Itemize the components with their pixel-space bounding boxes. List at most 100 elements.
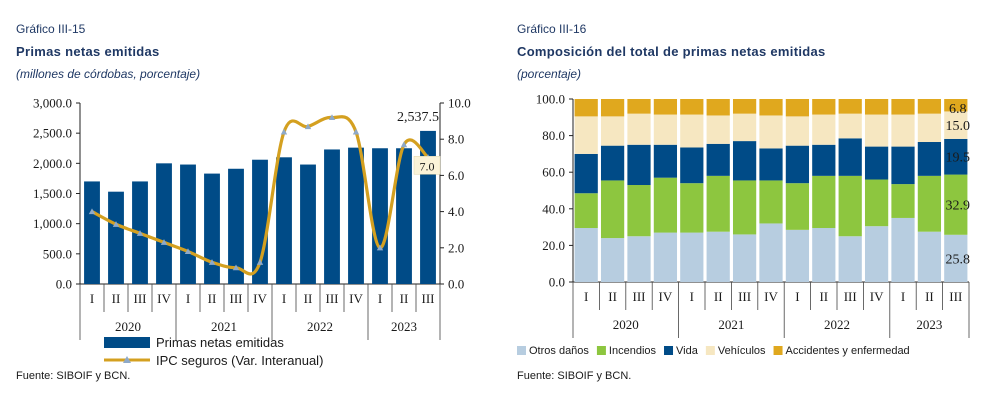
x-year-label: 2021 (718, 317, 744, 332)
line-marker (352, 128, 360, 135)
stacked-bar-segment (574, 116, 598, 154)
x-tick-label: III (844, 289, 857, 304)
x-tick-label: II (608, 289, 617, 304)
chart-title: Composición del total de primas netas em… (517, 44, 826, 59)
stacked-bar-segment (706, 99, 730, 116)
legend-label: Incendios (609, 345, 657, 357)
x-year-label: 2021 (211, 319, 237, 334)
line-data-label: 7.0 (420, 159, 435, 173)
chart-svg-left: 0.0 500.0 1,000.0 1,500.0 2,000.0 2,500.0 3,00… (33, 96, 471, 369)
y-tick-label: 0.0 (549, 275, 565, 290)
stacked-bar-segment (917, 231, 942, 282)
line-marker (280, 128, 288, 135)
stacked-bar-segment (653, 99, 678, 115)
stacked-bar-segment (812, 114, 836, 145)
stacked-bar-segment (785, 99, 810, 117)
x-tick-label: I (186, 291, 190, 306)
stacked-bar-segment (759, 115, 783, 149)
stacked-bar-segment (812, 144, 836, 176)
stacked-bar-segment (917, 175, 942, 232)
y-tick-label-right: 8.0 (448, 132, 464, 147)
x-tick-label: III (738, 289, 751, 304)
stacked-bar-segment (627, 236, 651, 282)
legend-swatch (705, 346, 715, 355)
legend-label: IPC seguros (Var. Interanual) (156, 353, 323, 368)
stacked-bar-segment (627, 185, 651, 237)
stacked-bar-segment (627, 113, 651, 145)
line-marker (88, 208, 96, 215)
y-tick-label: 80.0 (542, 128, 565, 143)
x-tick-label: IV (659, 289, 673, 304)
figure-number: Gráfico III-16 (517, 22, 587, 36)
stacked-data-label: 6.8 (949, 102, 967, 117)
x-tick-label: III (422, 291, 435, 306)
chart-subtitle: (porcentaje) (517, 67, 582, 81)
stacked-bar-segment (917, 113, 942, 143)
y-tick-label-right: 2.0 (448, 240, 464, 255)
x-tick-label: IV (870, 289, 884, 304)
x-tick-label: II (208, 291, 217, 306)
stacked-bar-segment (864, 179, 889, 227)
stacked-data-label: 19.5 (946, 151, 971, 166)
bar (348, 147, 364, 284)
x-tick-label: I (901, 289, 905, 304)
stacked-bar-segment (600, 180, 625, 239)
legend-label: Vida (676, 345, 699, 357)
stacked-bar-segment (680, 147, 704, 184)
line-marker (328, 114, 336, 121)
stacked-bar-segment (838, 138, 862, 176)
x-year-label: 2023 (916, 317, 942, 332)
stacked-bar-segment (944, 111, 968, 139)
legend-swatch (596, 346, 606, 355)
bar (300, 164, 316, 284)
chart-source: Fuente: SIBOIF y BCN. (517, 370, 632, 382)
x-tick-label: II (925, 289, 934, 304)
x-year-label: 2022 (307, 319, 333, 334)
stacked-bar-segment (785, 116, 810, 146)
line-marker (376, 244, 384, 251)
y-tick-label-right: 6.0 (448, 168, 464, 183)
stacked-bar-segment (759, 180, 783, 224)
x-tick-label: III (949, 289, 962, 304)
line-marker (232, 264, 240, 271)
line-marker (400, 141, 408, 148)
x-tick-label: IV (764, 289, 778, 304)
stacked-bar-segment (891, 217, 915, 282)
stacked-bar-segment (759, 99, 783, 116)
stacked-bar-segment (838, 99, 862, 114)
stacked-bar-segment (944, 138, 968, 175)
stacked-bar-segment (891, 146, 915, 185)
line-marker (208, 259, 216, 265)
bar (228, 168, 244, 284)
stacked-bar-segment (917, 99, 942, 114)
stacked-bar-segment (680, 232, 704, 282)
stacked-bar-segment (785, 229, 810, 282)
x-tick-label: I (282, 291, 286, 306)
y-tick-label: 100.0 (536, 92, 565, 107)
x-tick-label: IV (253, 291, 267, 306)
stacked-bar-segment (785, 183, 810, 230)
stacked-bar-segment (574, 228, 598, 282)
stacked-bar-segment (653, 144, 678, 178)
y-tick-label: 40.0 (542, 201, 565, 216)
stacked-bar-segment (864, 146, 889, 180)
y-tick-label: 60.0 (542, 165, 565, 180)
stacked-bar-segment (944, 174, 968, 235)
stacked-bar-segment (732, 180, 757, 235)
x-tick-label: II (112, 291, 121, 306)
x-tick-label: III (633, 289, 646, 304)
legend-swatch (773, 346, 783, 355)
bar (372, 148, 388, 284)
line-marker (112, 221, 120, 227)
bar (180, 164, 196, 284)
stacked-bar-segment (653, 177, 678, 233)
x-tick-label: I (795, 289, 799, 304)
bar (84, 181, 100, 284)
stacked-bar-segment (706, 115, 730, 144)
x-tick-label: II (714, 289, 723, 304)
line-marker (184, 248, 192, 254)
legend-label: Vehículos (718, 345, 766, 357)
stacked-bar-segment (574, 153, 598, 194)
chart-panel-right: Gráfico III-16 Composición del total de … (495, 0, 991, 416)
x-tick-label: III (326, 291, 339, 306)
